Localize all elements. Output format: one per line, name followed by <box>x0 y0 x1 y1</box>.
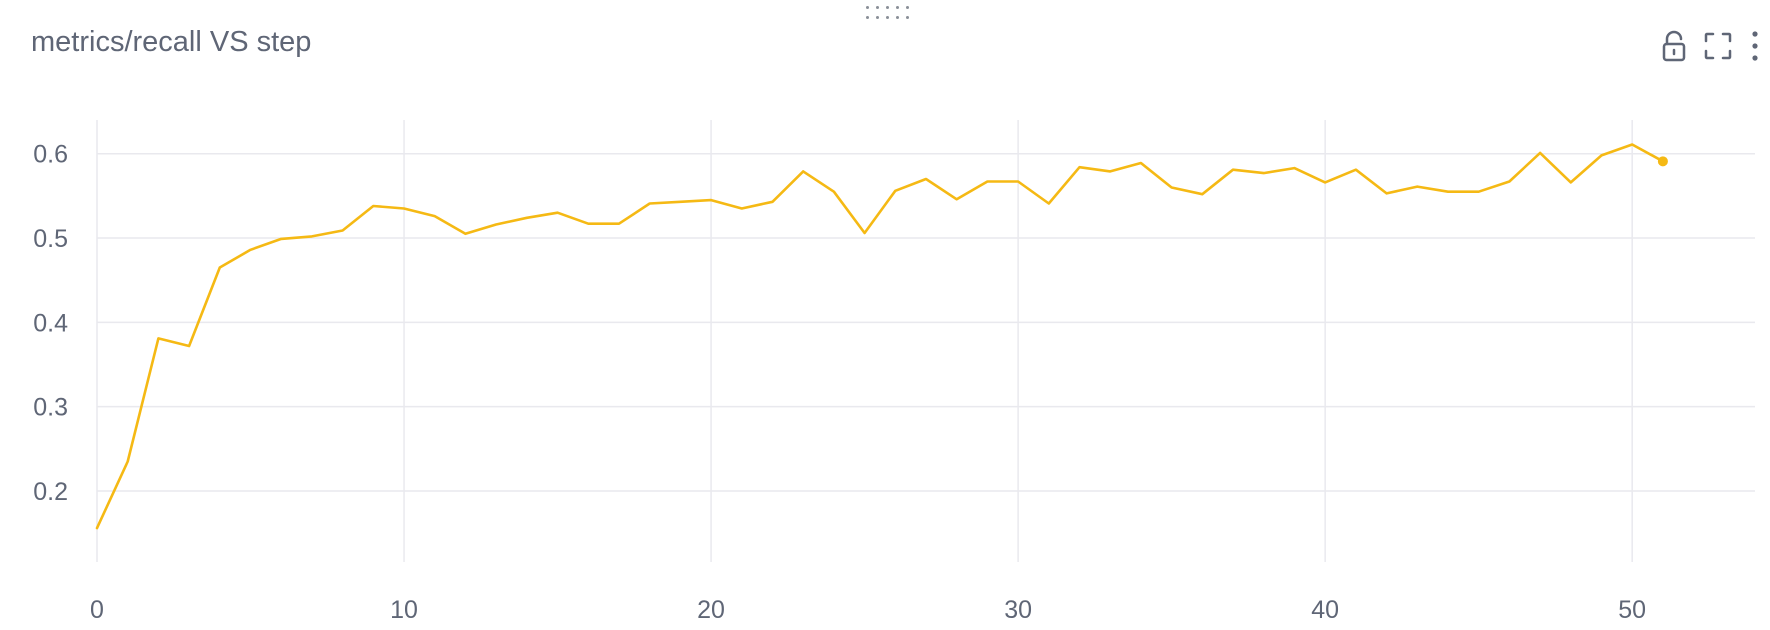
panel-title: metrics/recall VS step <box>31 26 312 58</box>
fullscreen-icon[interactable] <box>1696 24 1740 68</box>
y-tick-label: 0.6 <box>33 141 68 169</box>
x-tick-label: 30 <box>1004 596 1032 624</box>
line-chart[interactable]: 0.2 0.3 0.4 0.5 0.6 0 10 20 30 40 50 <box>0 90 1770 630</box>
x-tick-label: 20 <box>697 596 725 624</box>
y-tick-label: 0.4 <box>33 309 68 337</box>
drag-handle[interactable] <box>866 6 918 24</box>
series-line <box>95 143 1665 530</box>
x-tick-label: 0 <box>90 596 104 624</box>
y-tick-label: 0.5 <box>33 225 68 253</box>
y-tick-label: 0.3 <box>33 394 68 422</box>
y-tick-label: 0.2 <box>33 478 68 506</box>
more-vertical-icon[interactable] <box>1740 24 1770 68</box>
panel-toolbar <box>1652 24 1770 68</box>
chart-area[interactable]: 0.2 0.3 0.4 0.5 0.6 0 10 20 30 40 50 <box>0 90 1770 630</box>
series-last-point <box>1657 156 1668 167</box>
unlock-icon[interactable] <box>1652 24 1696 68</box>
x-tick-label: 10 <box>390 596 418 624</box>
x-tick-label: 40 <box>1311 596 1339 624</box>
x-tick-label: 50 <box>1618 596 1646 624</box>
